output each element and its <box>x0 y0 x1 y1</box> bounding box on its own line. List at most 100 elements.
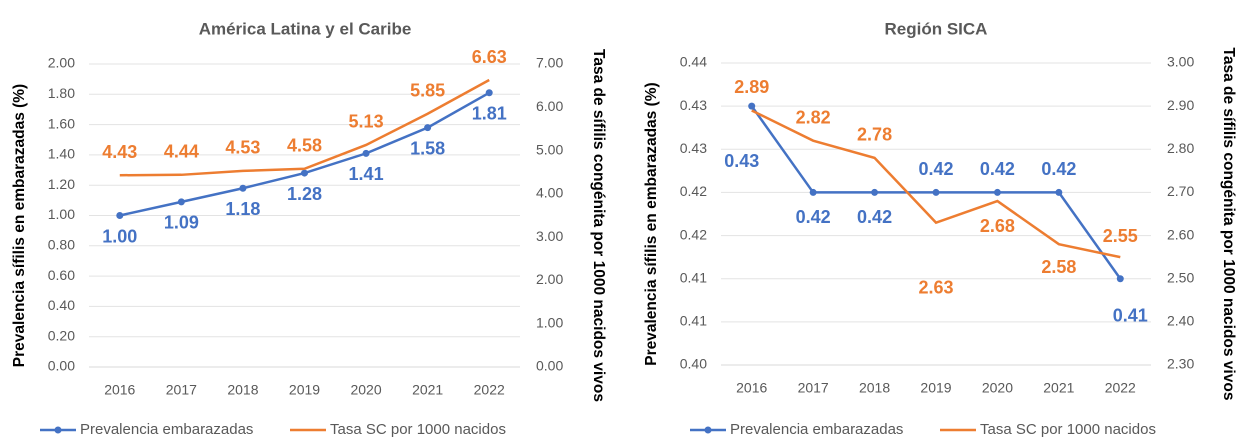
y2-tick-label: 2.50 <box>1167 269 1194 285</box>
x-tick-label: 2017 <box>798 380 829 396</box>
data-label: 0.42 <box>918 159 953 179</box>
y2-tick-label: 6.00 <box>536 98 563 114</box>
y2-tick-label: 7.00 <box>536 55 563 71</box>
data-label: 1.09 <box>164 213 199 233</box>
point <box>993 188 1001 196</box>
y2-axis-title: Tasa de sífilis congénita por 1000 nacid… <box>590 49 607 402</box>
y-tick-label: 0.41 <box>680 269 707 285</box>
legend-marker <box>54 426 62 434</box>
data-label: 2.63 <box>918 277 953 297</box>
data-label: 1.41 <box>349 164 384 184</box>
legend-marker <box>704 426 712 434</box>
data-label: 0.42 <box>1041 159 1076 179</box>
y2-axis-title: Tasa de sífilis congénita por 1000 nacid… <box>1220 48 1237 401</box>
point <box>116 212 124 219</box>
data-label: 6.63 <box>472 47 507 67</box>
y-tick-label: 0.42 <box>680 183 707 199</box>
point <box>301 169 308 177</box>
data-label: 2.89 <box>734 77 769 97</box>
y-tick-label: 1.80 <box>48 85 75 101</box>
data-label: 1.28 <box>287 184 322 204</box>
data-label: 0.42 <box>980 159 1015 179</box>
y2-tick-label: 2.60 <box>1167 226 1194 242</box>
point <box>424 124 432 132</box>
data-label: 5.85 <box>410 81 445 101</box>
y-tick-label: 0.00 <box>48 358 75 374</box>
series-line <box>751 109 1121 259</box>
data-label: 0.42 <box>796 207 831 227</box>
chart-title: América Latina y el Caribe <box>199 19 412 38</box>
data-label: 0.41 <box>1113 305 1148 325</box>
y2-tick-label: 5.00 <box>536 141 563 157</box>
data-label: 1.58 <box>410 138 445 158</box>
y-tick-label: 0.80 <box>48 237 75 253</box>
y-tick-label: 2.00 <box>48 55 75 71</box>
data-label: 5.13 <box>349 112 384 132</box>
y-tick-label: 1.60 <box>48 115 75 131</box>
series-line <box>119 78 490 177</box>
y2-tick-label: 2.30 <box>1167 356 1194 372</box>
y-tick-label: 1.00 <box>48 206 75 222</box>
data-label: 0.42 <box>857 207 892 227</box>
x-tick-label: 2021 <box>412 382 443 398</box>
legend-label: Tasa SC por 1000 nacidos <box>980 421 1156 438</box>
y-tick-label: 0.44 <box>680 54 707 70</box>
data-label: 4.53 <box>225 138 260 158</box>
y2-tick-label: 2.80 <box>1167 140 1194 156</box>
point <box>809 188 817 196</box>
y-tick-label: 0.43 <box>680 140 707 156</box>
x-tick-label: 2016 <box>736 380 767 396</box>
data-label: 4.43 <box>102 142 137 162</box>
chart-title: Región SICA <box>885 19 988 38</box>
y2-tick-label: 1.00 <box>536 314 563 330</box>
x-tick-label: 2016 <box>104 382 135 398</box>
point <box>932 188 940 196</box>
x-tick-label: 2020 <box>982 380 1013 396</box>
y2-tick-label: 2.00 <box>536 271 563 287</box>
data-label: 2.78 <box>857 125 892 145</box>
x-tick-label: 2017 <box>166 382 197 398</box>
x-tick-label: 2022 <box>1105 380 1136 396</box>
y2-tick-label: 2.70 <box>1167 183 1194 199</box>
y2-tick-label: 3.00 <box>1167 54 1194 70</box>
legend-label: Prevalencia embarazadas <box>730 421 903 438</box>
y-tick-label: 0.42 <box>680 226 707 242</box>
x-tick-label: 2019 <box>289 382 320 398</box>
x-tick-label: 2019 <box>920 380 951 396</box>
x-tick-label: 2018 <box>227 382 258 398</box>
data-label: 0.43 <box>724 151 759 171</box>
y2-tick-label: 4.00 <box>536 185 563 201</box>
y-axis-title: Prevalencia sífilis en embarazadas (%) <box>643 82 660 365</box>
y-tick-label: 0.40 <box>48 297 75 313</box>
y-tick-label: 0.43 <box>680 97 707 113</box>
point <box>1116 275 1124 283</box>
data-label: 2.68 <box>980 216 1015 236</box>
y2-tick-label: 0.00 <box>536 358 563 374</box>
legend-label: Prevalencia embarazadas <box>80 421 253 438</box>
point <box>239 184 247 192</box>
data-label: 4.44 <box>164 142 199 162</box>
data-label: 2.58 <box>1041 257 1076 277</box>
data-label: 1.00 <box>102 226 137 246</box>
y2-tick-label: 3.00 <box>536 228 563 244</box>
point <box>177 198 185 206</box>
y2-tick-label: 2.90 <box>1167 97 1194 113</box>
point <box>1055 188 1063 196</box>
x-tick-label: 2018 <box>859 380 890 396</box>
x-tick-label: 2020 <box>350 382 381 398</box>
point <box>362 149 370 157</box>
y-tick-label: 0.40 <box>680 356 707 372</box>
data-label: 2.55 <box>1103 226 1138 246</box>
y-tick-label: 1.20 <box>48 176 75 192</box>
point <box>871 188 879 196</box>
data-label: 1.18 <box>225 199 260 219</box>
data-label: 4.58 <box>287 136 322 156</box>
legend-label: Tasa SC por 1000 nacidos <box>330 421 506 438</box>
data-label: 2.82 <box>796 107 831 127</box>
point <box>748 102 756 110</box>
x-tick-label: 2022 <box>474 382 505 398</box>
y-tick-label: 0.60 <box>48 267 75 283</box>
y2-tick-label: 2.40 <box>1167 313 1194 329</box>
y-tick-label: 0.20 <box>48 327 75 343</box>
